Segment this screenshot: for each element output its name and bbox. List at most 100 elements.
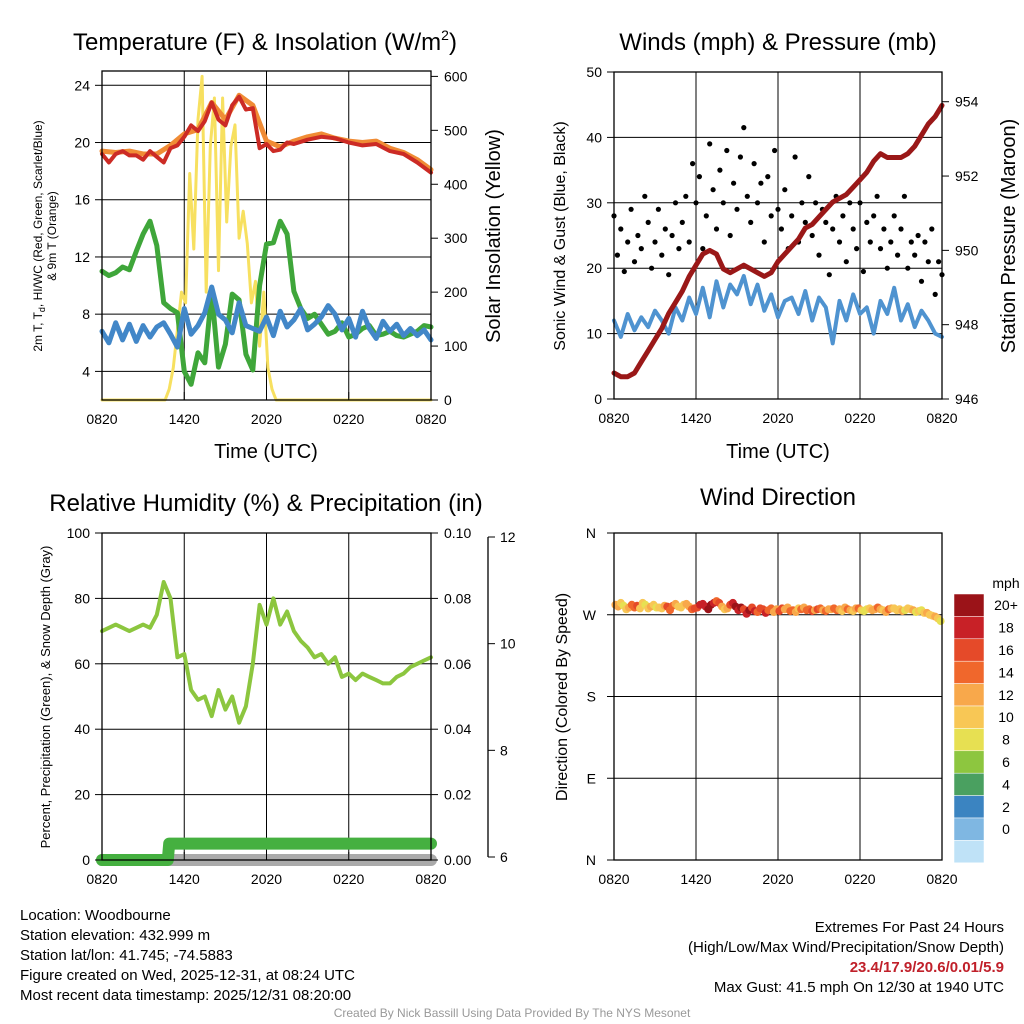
x-tick-label: 1420 [169, 871, 200, 887]
gust-point [799, 200, 805, 206]
x-tick-label: 2020 [251, 411, 282, 427]
gust-point [836, 239, 843, 245]
y3-tick-label: 12 [500, 529, 516, 545]
gust-point [720, 200, 726, 206]
y-tick-label: 30 [586, 195, 602, 211]
speed-legend-label: 4 [1002, 776, 1010, 792]
y2-tick-label: 0.06 [444, 656, 471, 672]
gust-point [713, 226, 720, 232]
series-station-pressure [611, 102, 945, 380]
gust-point [690, 161, 696, 167]
gust-point [676, 246, 682, 252]
y-tick-label: 100 [67, 525, 91, 541]
x-tick-label: 1420 [169, 411, 200, 427]
speed-legend-swatch [953, 683, 985, 707]
x-tick-label: 0820 [598, 871, 629, 887]
gust-point [847, 200, 853, 206]
y2-tick-label: 300 [444, 230, 468, 246]
x-tick-label: 2020 [762, 871, 793, 887]
location-text: Location: Woodbourne [20, 907, 171, 924]
gust-point [741, 125, 747, 131]
gust-point [854, 246, 860, 252]
gust-point [642, 193, 648, 199]
y-tick-label: S [587, 689, 596, 705]
y-tick-label: 4 [82, 363, 90, 379]
speed-legend-swatch [953, 705, 985, 729]
temperature-ylabel-end: , HI/WC (Red, Green, Scarlet/Blue) [31, 120, 45, 307]
extremes-title: Extremes For Past 24 Hours [814, 919, 1004, 936]
temperature-panel: Temperature (F) & Insolation (W/m2) 0820… [31, 27, 505, 463]
y2-tick-label: 0.04 [444, 721, 471, 737]
y2-tick-label: 0.08 [444, 590, 471, 606]
gust-point [922, 239, 928, 245]
gust-point [652, 239, 658, 245]
y2-tick-label: 0.00 [444, 852, 471, 868]
x-tick-label: 0220 [844, 410, 875, 426]
gust-point [884, 265, 890, 271]
y2-tick-label: 952 [955, 168, 979, 184]
winds-ylabel: Sonic Wind & Gust (Blue, Black) [552, 121, 569, 350]
y-tick-label: 50 [586, 64, 602, 80]
direction-point [936, 617, 945, 626]
speed-legend-swatch [953, 750, 985, 774]
speed-legend-label: 6 [1002, 754, 1010, 770]
y2-tick-label: 0 [444, 392, 452, 408]
gust-point [768, 213, 774, 219]
max-gust-text: Max Gust: 41.5 mph On 12/30 at 1940 UTC [713, 979, 1004, 996]
series-2m-t [100, 94, 433, 175]
speed-legend-swatch [953, 660, 985, 684]
y3-tick-label: 10 [500, 636, 516, 652]
temperature-ylabel-sub: d [37, 307, 47, 312]
gust-point [888, 239, 894, 245]
gust-point [638, 246, 644, 252]
x-tick-label: 0220 [333, 871, 364, 887]
gust-point [936, 259, 942, 265]
gust-point [905, 265, 911, 271]
gust-point [635, 232, 641, 239]
extremes-values: 23.4/17.9/20.6/0.01/5.9 [849, 959, 1004, 976]
gust-point [737, 154, 744, 160]
series-9m-t [99, 92, 434, 173]
extremes-info: Extremes For Past 24 Hours (High/Low/Max… [688, 918, 1004, 998]
elevation-text: Station elevation: 432.999 m [20, 927, 211, 944]
gust-point [816, 252, 822, 258]
x-tick-label: 0820 [415, 411, 446, 427]
gust-point [823, 219, 829, 225]
gust-point [778, 226, 785, 232]
gust-point [710, 187, 716, 193]
speed-legend-label: 10 [998, 709, 1014, 725]
gust-point [662, 226, 668, 232]
y-tick-label: 20 [586, 260, 602, 276]
station-info: Location: Woodbourne Station elevation: … [20, 906, 355, 1006]
direction-title: Wind Direction [700, 484, 856, 511]
gust-point [877, 246, 884, 252]
y-tick-label: 12 [74, 249, 90, 265]
y2-tick-label: 400 [444, 176, 468, 192]
speed-legend-swatch [953, 638, 985, 662]
y2-tick-label: 600 [444, 68, 468, 84]
series-td [99, 284, 434, 350]
gust-point [672, 200, 679, 206]
gust-point [734, 206, 740, 212]
y3-tick-label: 6 [500, 849, 508, 865]
gust-point [789, 213, 795, 219]
y-tick-label: W [583, 607, 597, 623]
gust-point [802, 219, 808, 225]
x-tick-label: 0220 [333, 411, 364, 427]
gust-point [932, 291, 938, 297]
latlon-text: Station lat/lon: 41.745; -74.5883 [20, 947, 233, 964]
credit-text: Created By Nick Bassill Using Data Provi… [333, 1006, 691, 1020]
gust-point [772, 147, 778, 154]
gust-point [645, 219, 651, 225]
speed-legend-label: 20+ [994, 597, 1018, 613]
y-tick-label: 24 [74, 77, 90, 93]
gust-point [918, 278, 925, 284]
gust-point [696, 174, 703, 180]
gust-point [898, 226, 904, 232]
gust-point [901, 193, 908, 199]
y2-tick-label: 946 [955, 391, 979, 407]
temperature-xlabel: Time (UTC) [214, 441, 318, 463]
temperature-ylabel: 2m T, Td, HI/WC (Red, Green, Scarlet/Blu… [31, 120, 47, 351]
gust-point [843, 259, 849, 265]
temperature-title: Temperature (F) & Insolation (W/m2) [73, 27, 457, 56]
